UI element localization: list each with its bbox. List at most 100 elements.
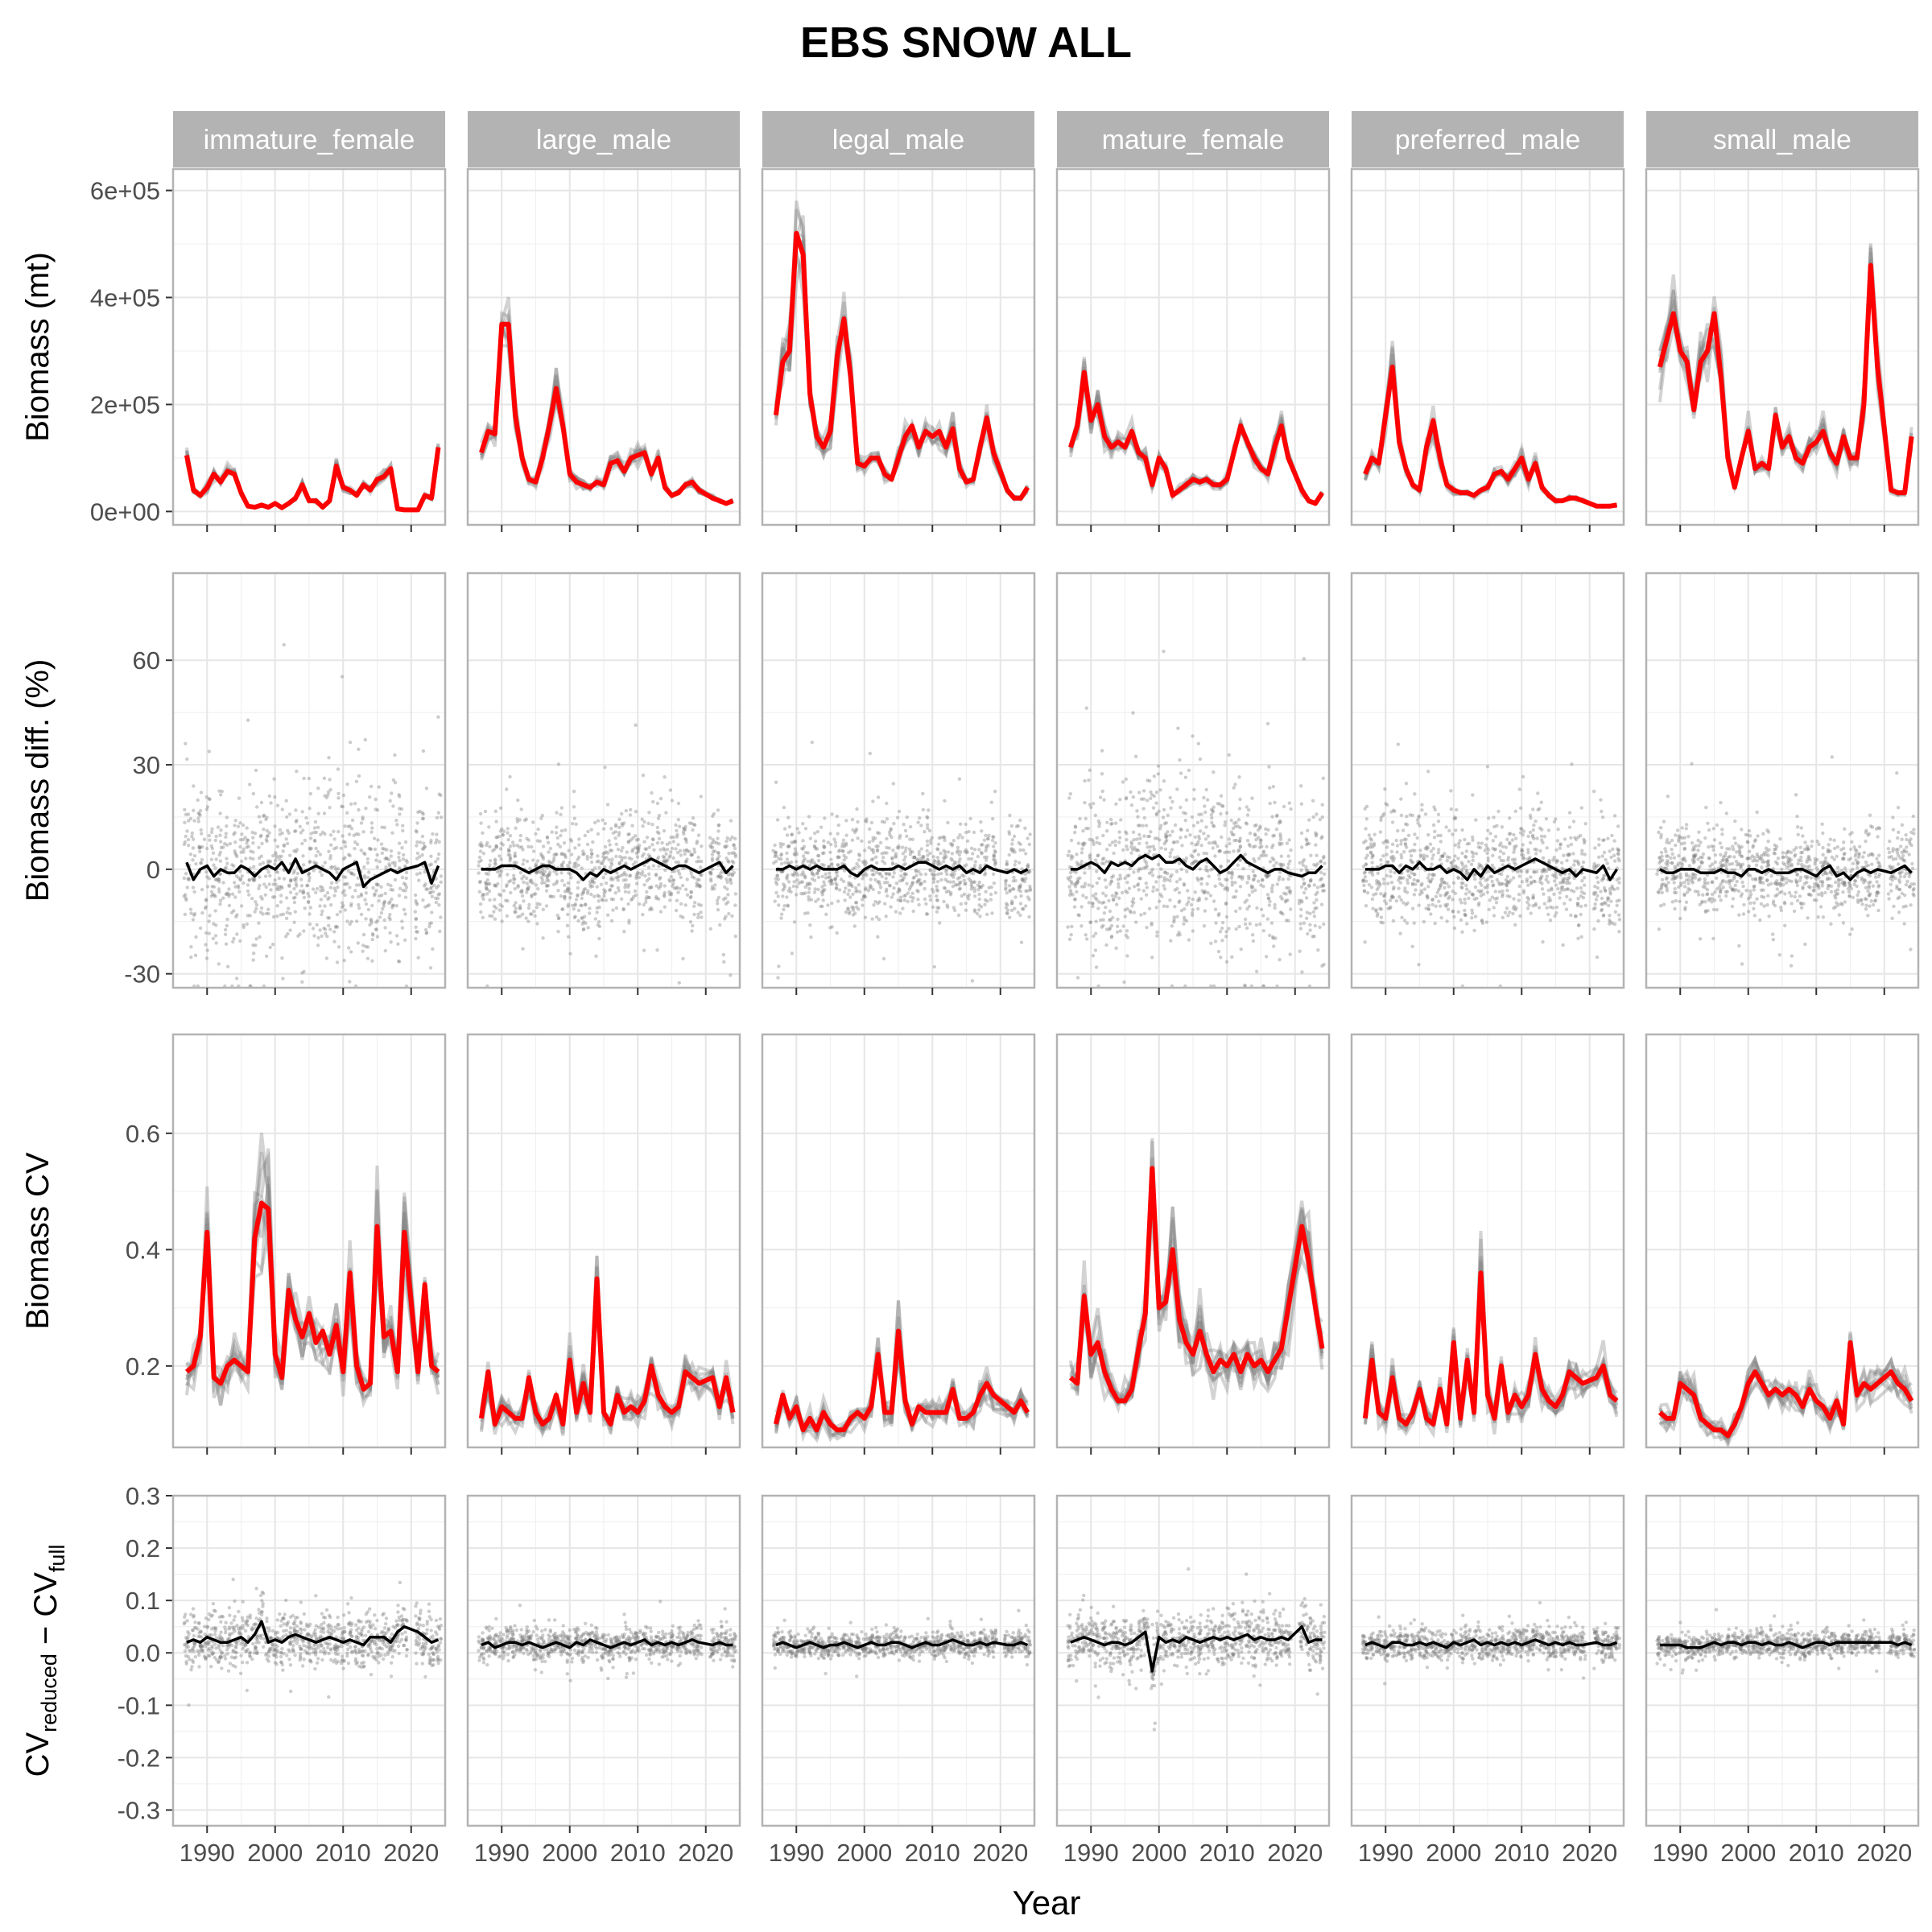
replicate-point [774,880,778,884]
replicate-point [1114,891,1118,895]
replicate-point [329,843,333,847]
replicate-point [188,816,193,821]
replicate-point [964,881,968,886]
replicate-point [508,844,513,848]
replicate-point [1028,832,1032,836]
replicate-point [370,903,374,908]
replicate-point [1544,877,1548,882]
replicate-point [692,912,696,917]
replicate-point [307,776,311,781]
replicate-point [790,832,794,837]
replicate-point [347,946,351,950]
replicate-point [878,886,883,890]
replicate-point [856,819,860,824]
replicate-point [551,894,555,899]
replicate-point [1422,887,1427,891]
replicate-point [620,811,624,816]
replicate-point [184,834,188,839]
replicate-point [1272,944,1276,948]
replicate-point [273,838,277,843]
replicate-point [730,835,734,840]
replicate-point [1004,886,1008,890]
replicate-point [1073,897,1077,902]
replicate-point [341,875,345,879]
replicate-point [923,872,928,877]
replicate-point [668,788,673,792]
replicate-point [394,818,398,823]
replicate-point [1158,838,1162,842]
replicate-point [198,845,202,850]
replicate-point [1136,883,1140,887]
replicate-point [787,824,792,829]
replicate-point [668,898,672,902]
replicate-point [876,795,881,799]
replicate-point [1398,881,1402,885]
replicate-point [836,899,840,903]
replicate-point [1459,861,1464,865]
replicate-point [404,886,409,890]
replicate-point [1088,768,1092,772]
replicate-point [1217,912,1221,916]
replicate-point [437,903,441,907]
replicate-point [1285,841,1290,845]
replicate-point [257,921,261,925]
replicate-point [242,925,246,930]
replicate-point [683,887,688,892]
replicate-point [1304,837,1308,841]
replicate-point [217,878,221,882]
replicate-point [1426,885,1430,889]
replicate-point [1412,921,1416,925]
replicate-point [314,846,318,851]
replicate-point [949,891,953,895]
replicate-point [956,836,960,840]
replicate-point [375,808,380,812]
replicate-point [250,897,254,901]
replicate-point [855,861,859,866]
replicate-point [341,834,345,838]
replicate-point [1113,843,1117,848]
replicate-point [946,850,951,854]
replicate-point [1175,886,1179,891]
replicate-point [663,884,667,888]
replicate-point [205,875,209,879]
replicate-point [1538,807,1542,811]
replicate-point [1104,894,1108,898]
replicate-point [343,893,347,898]
replicate-point [1149,830,1153,834]
replicate-point [328,778,332,782]
replicate-point [388,931,392,935]
replicate-point [481,852,485,856]
replicate-point [246,883,250,887]
replicate-point [488,898,492,902]
replicate-point [1027,914,1031,919]
replicate-point [341,804,345,809]
replicate-point [1390,820,1395,824]
replicate-point [1393,809,1397,813]
replicate-point [903,893,908,898]
replicate-point [1268,860,1273,864]
replicate-point [1245,805,1249,809]
replicate-point [1131,830,1136,835]
replicate-point [1470,911,1475,915]
replicate-point [1246,874,1251,878]
replicate-point [184,898,188,902]
replicate-point [1439,915,1443,920]
replicate-point [602,851,607,856]
replicate-point [1010,842,1014,846]
replicate-point [823,844,827,849]
replicate-point [563,894,567,899]
replicate-point [1100,749,1104,753]
replicate-point [1220,835,1224,840]
replicate-point [386,857,391,862]
replicate-point [1315,898,1319,902]
replicate-point [1139,867,1143,871]
replicate-point [890,895,894,899]
replicate-point [278,828,283,832]
replicate-point [1302,921,1307,926]
facet-label-immature_female: immature_female [204,125,415,155]
replicate-point [1013,863,1017,867]
replicate-point [1101,918,1105,922]
replicate-point [801,839,805,843]
replicate-point [601,855,605,859]
replicate-point [1137,841,1141,846]
